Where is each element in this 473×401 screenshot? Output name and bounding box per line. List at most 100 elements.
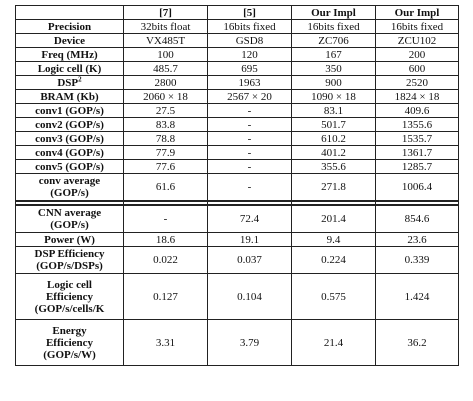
row-label: Power (W)	[15, 232, 124, 247]
row-label-line: (GOP/s)	[50, 219, 89, 231]
table-cell: 77.9	[123, 145, 208, 160]
row-label-line: Logic cell	[47, 278, 92, 291]
footnote-marker: 2	[78, 75, 82, 83]
table-cell: 9.4	[291, 232, 376, 247]
table-cell: 18.6	[123, 232, 208, 247]
row-label: conv2 (GOP/s)	[15, 117, 124, 132]
table-cell: 77.6	[123, 159, 208, 174]
row-label-line: (GOP/s)	[50, 187, 89, 199]
table-row-dsp: DSP2 2800 1963 900 2520	[15, 75, 459, 90]
row-label-line: DSP Efficiency	[34, 248, 105, 260]
table-cell: 36.2	[375, 319, 459, 366]
table-cell: 1361.7	[375, 145, 459, 160]
table-cell: 1090 × 18	[291, 89, 376, 104]
header-cell-our-impl-zcu102: Our Impl	[375, 5, 459, 20]
table-cell: 83.8	[123, 117, 208, 132]
table-cell: -	[207, 117, 292, 132]
header-cell-ref7: [7]	[123, 5, 208, 20]
table-cell: 100	[123, 47, 208, 62]
table-cell: -	[207, 145, 292, 160]
row-label: conv4 (GOP/s)	[15, 145, 124, 160]
table-cell: 2520	[375, 75, 459, 90]
table-row-energy-efficiency: Energy Efficiency (GOP/s/W) 3.31 3.79 21.4…	[15, 319, 459, 366]
row-label-line: Efficiency	[45, 290, 94, 303]
table-cell: 16bits fixed	[375, 19, 459, 34]
row-label: DSP	[57, 76, 79, 89]
table-cell: GSD8	[207, 33, 292, 48]
table-row-conv4: conv4 (GOP/s) 77.9 - 401.2 1361.7	[15, 145, 459, 160]
table-cell: 19.1	[207, 232, 292, 247]
row-label: Precision	[15, 19, 124, 34]
table-cell: 0.224	[291, 246, 376, 274]
table-cell: ZCU102	[375, 33, 459, 48]
table-cell: 900	[291, 75, 376, 90]
row-label-line: (GOP/s/cells/K	[34, 302, 105, 315]
table-cell: 0.127	[123, 273, 208, 320]
table-cell: 610.2	[291, 131, 376, 146]
row-label-line: conv average	[38, 175, 101, 187]
table-cell: 27.5	[123, 103, 208, 118]
table-cell: 0.037	[207, 246, 292, 274]
table-cell: 485.7	[123, 61, 208, 76]
table-cell: 401.2	[291, 145, 376, 160]
table-cell: 350	[291, 61, 376, 76]
table-row-power: Power (W) 18.6 19.1 9.4 23.6	[15, 232, 459, 247]
row-label-line: CNN average	[37, 207, 102, 219]
row-label-dsp-efficiency: DSP Efficiency (GOP/s/DSPs)	[15, 246, 124, 274]
table-row-conv1: conv1 (GOP/s) 27.5 - 83.1 409.6	[15, 103, 459, 118]
header-cell-our-impl-zc706: Our Impl	[291, 5, 376, 20]
table-cell: 3.31	[123, 319, 208, 366]
header-row: [7] [5] Our Impl Our Impl	[15, 5, 459, 20]
row-label-energy-efficiency: Energy Efficiency (GOP/s/W)	[15, 319, 124, 366]
table-cell: 83.1	[291, 103, 376, 118]
row-label-line: Efficiency	[45, 336, 94, 349]
table-cell: 1006.4	[375, 173, 459, 202]
row-label: BRAM (Kb)	[15, 89, 124, 104]
table-cell: 167	[291, 47, 376, 62]
table-cell: 32bits float	[123, 19, 208, 34]
table-cell: ZC706	[291, 33, 376, 48]
table-cell: 0.022	[123, 246, 208, 274]
table-cell: 120	[207, 47, 292, 62]
table-cell: 2060 × 18	[123, 89, 208, 104]
table-row-conv-average: conv average (GOP/s) 61.6 - 271.8 1006.4	[15, 173, 459, 202]
table-cell: 271.8	[291, 173, 376, 202]
table-cell: 409.6	[375, 103, 459, 118]
table-row-device: Device VX485T GSD8 ZC706 ZCU102	[15, 33, 459, 48]
row-label-conv-average: conv average (GOP/s)	[15, 173, 124, 202]
header-cell-ref5: [5]	[207, 5, 292, 20]
table-cell: 16bits fixed	[207, 19, 292, 34]
table-cell: 1963	[207, 75, 292, 90]
table-row-bram: BRAM (Kb) 2060 × 18 2567 × 20 1090 × 18 …	[15, 89, 459, 104]
table-cell: 1.424	[375, 273, 459, 320]
table-cell: 200	[375, 47, 459, 62]
table-row-conv2: conv2 (GOP/s) 83.8 - 501.7 1355.6	[15, 117, 459, 132]
row-label: Logic cell (K)	[15, 61, 124, 76]
table-cell: 78.8	[123, 131, 208, 146]
row-label-logic-cell-efficiency: Logic cell Efficiency (GOP/s/cells/K	[15, 273, 124, 320]
comparison-table: [7] [5] Our Impl Our Impl Precision 32bi…	[15, 5, 459, 366]
table-row-logic-cell-efficiency: Logic cell Efficiency (GOP/s/cells/K 0.127…	[15, 273, 459, 320]
table-cell: 2800	[123, 75, 208, 90]
table-row-precision: Precision 32bits float 16bits fixed 16bi…	[15, 19, 459, 34]
table-cell: -	[207, 103, 292, 118]
row-label: conv1 (GOP/s)	[15, 103, 124, 118]
table-row-conv5: conv5 (GOP/s) 77.6 - 355.6 1285.7	[15, 159, 459, 174]
row-label-dsp: DSP2	[15, 75, 124, 90]
header-cell-empty	[15, 5, 124, 20]
table-cell: -	[123, 204, 208, 233]
table-cell: 61.6	[123, 173, 208, 202]
table-cell: 72.4	[207, 204, 292, 233]
row-label: Device	[15, 33, 124, 48]
table-cell: 1535.7	[375, 131, 459, 146]
table-row-dsp-efficiency: DSP Efficiency (GOP/s/DSPs) 0.022 0.037 0…	[15, 246, 459, 274]
table-cell: 0.104	[207, 273, 292, 320]
table-cell: 21.4	[291, 319, 376, 366]
row-label: conv5 (GOP/s)	[15, 159, 124, 174]
table-cell: 23.6	[375, 232, 459, 247]
table-cell: 16bits fixed	[291, 19, 376, 34]
table-cell: 501.7	[291, 117, 376, 132]
row-label-line: Energy	[52, 324, 87, 337]
table-row-logic-cell: Logic cell (K) 485.7 695 350 600	[15, 61, 459, 76]
